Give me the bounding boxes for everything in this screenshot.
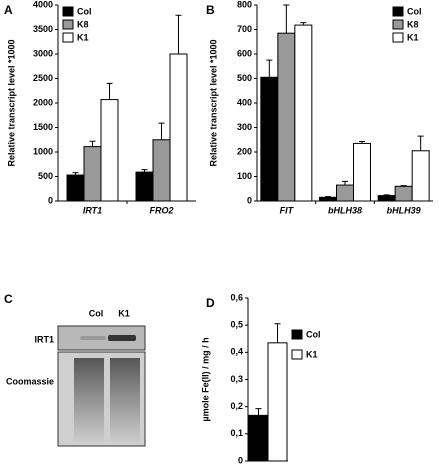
- error-bar: [359, 140, 365, 144]
- y-tick-label: 3500: [33, 24, 53, 34]
- legend-swatch: [62, 32, 74, 43]
- y-tick-label: 2000: [33, 97, 53, 107]
- y-tick-label: 600: [237, 48, 252, 58]
- bar: [353, 142, 371, 202]
- y-tick-label: 700: [237, 24, 252, 34]
- y-axis-label: Relative transcript level *1000: [208, 39, 218, 166]
- legend-swatch: [392, 6, 404, 17]
- error-bar: [255, 408, 262, 416]
- y-tick-label: 0,2: [230, 401, 243, 411]
- legend-swatch: [392, 32, 404, 43]
- error-bar: [383, 194, 390, 196]
- y-tick-label: 4000: [33, 0, 53, 9]
- bar: [294, 24, 313, 202]
- error-bar: [158, 122, 165, 140]
- y-tick-label: 1000: [33, 146, 53, 156]
- legend-label: Col: [407, 6, 422, 16]
- y-tick-label: 0: [238, 455, 243, 465]
- error-bar: [283, 4, 290, 34]
- bar: [411, 150, 430, 202]
- bar: [83, 146, 102, 202]
- legend-swatch: [392, 19, 404, 30]
- error-bar: [274, 323, 281, 343]
- bar: [248, 414, 269, 462]
- x-tick-label: bHLH38: [328, 205, 362, 215]
- y-tick-label: 0,6: [230, 292, 243, 302]
- row-label: IRT1: [34, 334, 54, 344]
- error-bar: [342, 180, 348, 186]
- panel-c: C Col K1 IRT1 Coomassie: [4, 292, 146, 447]
- legend-swatch: [291, 329, 303, 340]
- error-bar: [106, 82, 113, 100]
- panel-label: A: [4, 3, 13, 17]
- x-tick-label: bHLH39: [387, 205, 421, 215]
- panel-label: B: [206, 3, 215, 17]
- x-tick-label: FRO2: [149, 205, 173, 215]
- y-axis-label: µmole Fe(II) / mg / h: [200, 337, 210, 421]
- error-bar: [325, 196, 331, 198]
- bar: [135, 171, 154, 202]
- panel-label: D: [206, 296, 215, 310]
- y-tick-label: 500: [237, 73, 252, 83]
- bar: [336, 184, 354, 202]
- x-tick-label: FIT: [280, 205, 295, 215]
- y-tick-label: 300: [237, 122, 252, 132]
- y-tick-label: 500: [38, 171, 53, 181]
- lane-label: Col: [89, 308, 104, 318]
- bar: [260, 76, 279, 202]
- legend-swatch: [62, 6, 74, 17]
- legend-label: K1: [407, 32, 419, 42]
- bar: [100, 99, 119, 202]
- band: [108, 335, 136, 341]
- y-tick-label: 0: [247, 195, 252, 205]
- bar: [319, 196, 337, 202]
- legend-label: K1: [77, 32, 89, 42]
- bar: [66, 174, 85, 202]
- error-bar: [266, 59, 273, 78]
- error-bar: [300, 22, 307, 26]
- y-tick-label: 0: [48, 195, 53, 205]
- y-tick-label: 400: [237, 97, 252, 107]
- y-tick-label: 0,3: [230, 374, 243, 384]
- y-axis-label: Relative transcript level *1000: [6, 39, 16, 166]
- y-tick-label: 800: [237, 0, 252, 9]
- error-bar: [175, 14, 182, 54]
- legend-swatch: [291, 349, 303, 360]
- bar: [394, 185, 413, 202]
- lane-label: K1: [118, 308, 130, 318]
- legend-label: Col: [77, 6, 92, 16]
- y-tick-label: 0,1: [230, 428, 243, 438]
- bar: [277, 32, 296, 202]
- y-tick-label: 1500: [33, 122, 53, 132]
- legend-label: K8: [77, 19, 89, 29]
- y-tick-label: 0,5: [230, 320, 243, 330]
- panel-label: C: [4, 292, 13, 306]
- bar: [377, 195, 396, 202]
- lane-smear: [110, 358, 140, 442]
- y-tick-label: 2500: [33, 73, 53, 83]
- bar: [152, 139, 171, 202]
- lane-smear: [74, 358, 104, 442]
- bar: [169, 53, 188, 202]
- error-bar: [417, 135, 424, 151]
- legend-label: K1: [306, 349, 318, 359]
- legend-label: K8: [407, 19, 419, 29]
- error-bar: [89, 140, 96, 147]
- legend-swatch: [62, 19, 74, 30]
- error-bar: [141, 169, 148, 173]
- y-tick-label: 3000: [33, 48, 53, 58]
- error-bar: [72, 172, 79, 176]
- y-tick-label: 0,4: [230, 347, 243, 357]
- band: [80, 336, 106, 340]
- error-bar: [400, 185, 407, 187]
- y-tick-label: 200: [237, 146, 252, 156]
- bar: [267, 342, 288, 462]
- y-tick-label: 100: [237, 171, 252, 181]
- row-label: Coomassie: [6, 376, 54, 386]
- legend-label: Col: [306, 329, 321, 339]
- x-tick-label: IRT1: [83, 205, 102, 215]
